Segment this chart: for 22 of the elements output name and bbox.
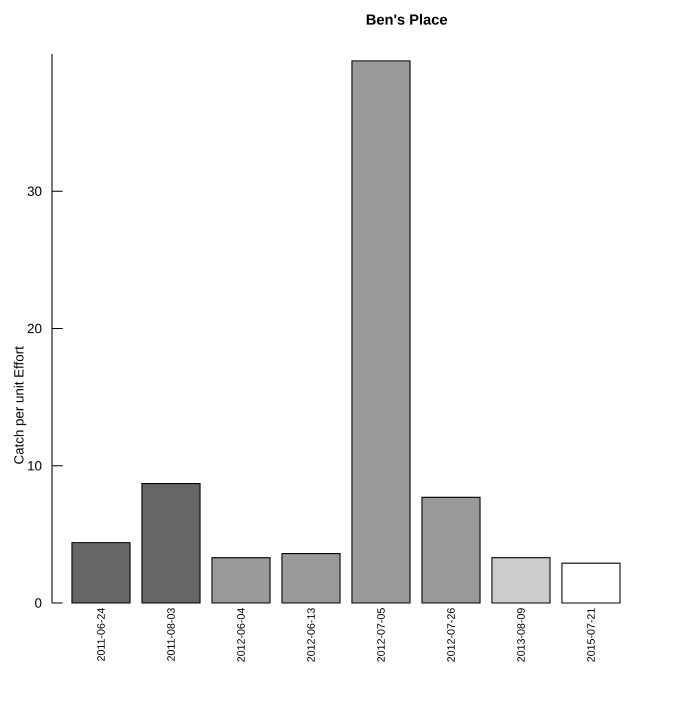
x-tick-label: 2011-06-24 (97, 608, 105, 661)
y-tick-label: 10 (28, 461, 42, 470)
bar (281, 553, 341, 604)
y-tick-label: 20 (28, 324, 42, 334)
x-tick-label: 2011-08-03 (167, 608, 175, 661)
bar (561, 562, 621, 604)
x-tick-label: 2013-08-09 (517, 608, 525, 662)
y-tick-label: 30 (28, 186, 42, 196)
bar (71, 542, 131, 604)
bar (421, 496, 481, 604)
x-tick-label: 2012-07-05 (377, 608, 385, 662)
x-tick-label: 2012-06-04 (237, 608, 245, 662)
bar (211, 557, 271, 604)
chart-title: Ben's Place (366, 14, 448, 25)
y-axis-title: Catch per unit Effort (14, 346, 26, 464)
bar (351, 60, 411, 604)
x-tick-label: 2015-07-21 (587, 608, 595, 662)
bar (141, 483, 201, 604)
y-tick-label: 0 (35, 598, 42, 608)
x-tick-label: 2012-06-13 (307, 608, 315, 662)
bar (491, 557, 551, 604)
x-tick-label: 2012-07-26 (447, 608, 455, 662)
